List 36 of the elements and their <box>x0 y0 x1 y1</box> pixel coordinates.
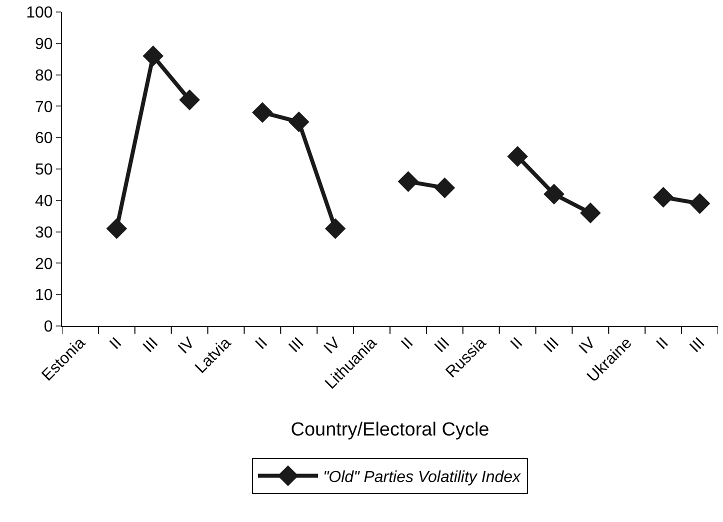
point <box>652 186 674 208</box>
y-tick-label: 100 <box>26 4 53 22</box>
point <box>252 102 273 123</box>
y-tick-label: 80 <box>35 67 53 84</box>
y-tick-label: 20 <box>35 256 53 273</box>
y-tick-label: 90 <box>35 36 53 53</box>
point <box>544 184 564 205</box>
x-tick-label: III <box>686 334 708 356</box>
point <box>324 218 346 240</box>
point <box>580 202 601 224</box>
point <box>142 46 164 66</box>
x-axis-title: Country/Electoral Cycle <box>290 419 490 440</box>
point <box>179 90 200 110</box>
point <box>507 146 528 167</box>
point <box>288 112 310 132</box>
x-tick-label: II <box>508 334 526 353</box>
y-tick-label: 40 <box>35 193 53 210</box>
x-tick-label: II <box>106 334 126 353</box>
x-tick-label: III <box>140 334 162 356</box>
y-tick-label: 0 <box>44 318 53 336</box>
y-tick-label: 60 <box>35 130 53 148</box>
x-tick-label: II <box>398 334 417 353</box>
x-tick-label: II <box>654 334 672 353</box>
point <box>434 177 456 198</box>
y-tick-label: 10 <box>35 287 53 304</box>
legend-label: "Old" Parties Volatility Index <box>323 469 522 486</box>
y-tick-label: 50 <box>35 162 53 179</box>
x-tick-label: IV <box>175 334 198 358</box>
point <box>689 193 710 214</box>
x-tick-label: III <box>286 334 308 356</box>
point <box>106 218 128 240</box>
x-tick-label: II <box>252 334 271 353</box>
x-tick-label: III <box>541 334 562 356</box>
y-tick-label: 70 <box>35 98 53 116</box>
point <box>398 171 419 192</box>
y-tick-label: 30 <box>35 224 53 242</box>
